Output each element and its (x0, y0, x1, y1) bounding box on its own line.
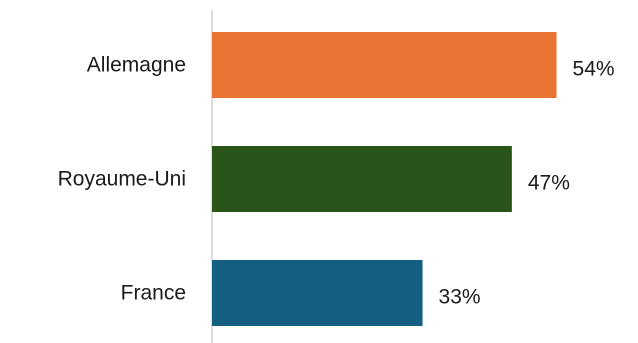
category-label: Allemagne (87, 54, 186, 77)
value-label: 54% (573, 58, 615, 81)
category-label: Royaume-Uni (58, 168, 186, 191)
value-label: 33% (439, 286, 481, 309)
bar-france (212, 260, 423, 326)
bar-royaume-uni (212, 146, 512, 212)
bars-group: Allemagne 54% Royaume-Uni 47% France 33% (58, 32, 615, 326)
bar-allemagne (212, 32, 557, 98)
category-label: France (121, 282, 186, 305)
value-label: 47% (528, 172, 570, 195)
